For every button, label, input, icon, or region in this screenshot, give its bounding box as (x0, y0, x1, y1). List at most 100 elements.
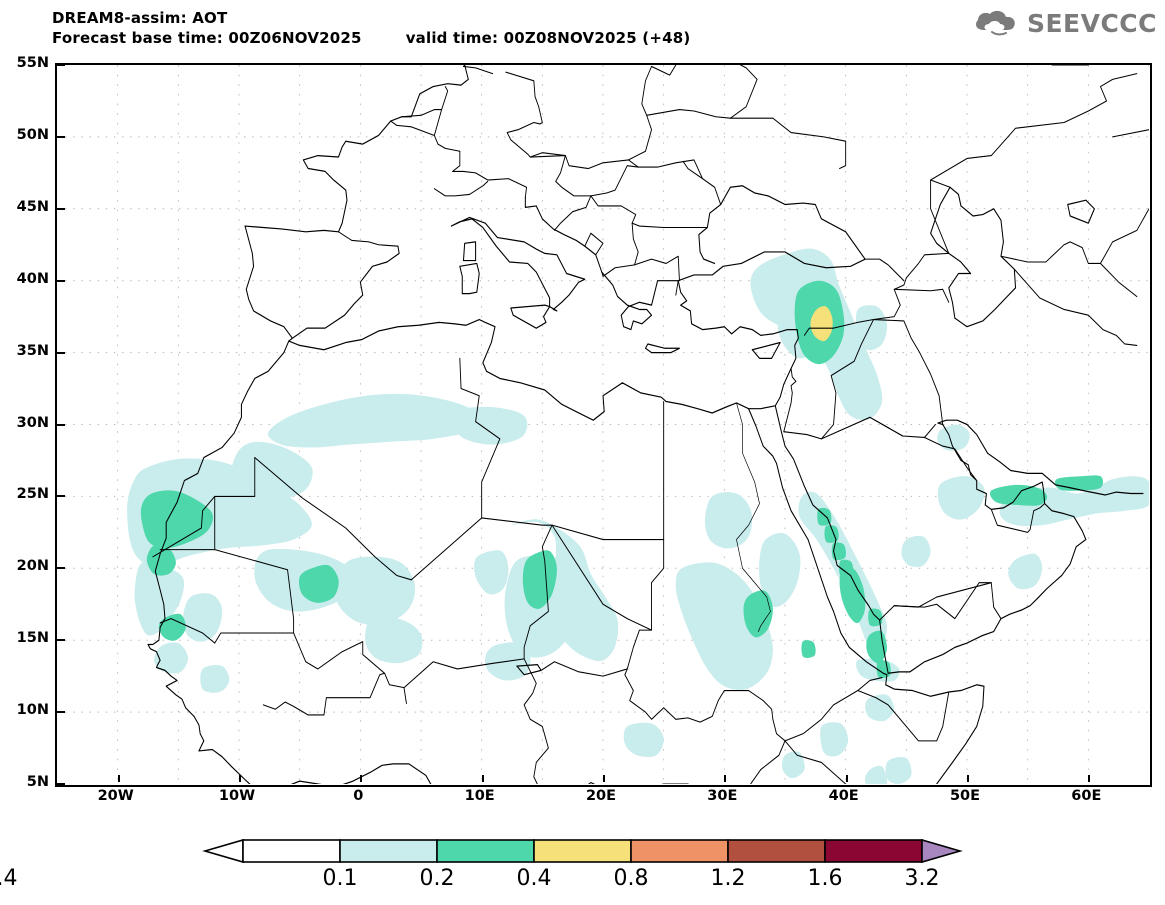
national-border (587, 539, 786, 784)
aot-light-oman-s (1008, 553, 1043, 590)
aot-teal-west-sahara (140, 490, 213, 549)
longitude-label: 20E (585, 788, 617, 804)
national-border (729, 117, 847, 170)
aot-light-egypt-s (704, 492, 753, 549)
national-border (584, 232, 604, 256)
aot-teal-sudan (743, 590, 773, 638)
latitude-label: 35N (16, 342, 49, 359)
national-border (463, 65, 494, 75)
national-border (924, 436, 978, 482)
longitude-label: 40E (828, 788, 859, 804)
national-border (873, 318, 944, 426)
aot-light-algeria-band (268, 393, 477, 448)
colorbar-swatches (202, 838, 963, 864)
nile-river (736, 402, 771, 632)
colorbar-segment (533, 839, 632, 863)
aot-light-djibouti (865, 694, 895, 722)
aot-light-mauritania-s (183, 593, 223, 642)
caspian-sea (930, 186, 1017, 328)
crete (644, 343, 680, 354)
aot-light-sudan (675, 562, 773, 690)
map-plot-area (55, 63, 1152, 787)
colorbar-over-tip (921, 838, 963, 864)
colorbar-tick-label: 3.2 (904, 866, 940, 891)
latitude-label: 45N (16, 198, 49, 215)
national-border (936, 582, 1002, 620)
national-border (864, 258, 905, 282)
colorbar-segment (436, 839, 535, 863)
national-border (682, 160, 703, 180)
longitude-label: 10W (218, 788, 256, 804)
seevccc-logo: SEEVCCC (972, 8, 1157, 38)
black-sea-coast (698, 185, 866, 265)
latitude-label: 50N (16, 126, 49, 143)
colorbar-under-tip (202, 838, 244, 864)
forecast-base-value: 00Z06NOV2025 (228, 29, 362, 47)
national-border (551, 524, 652, 631)
national-border (159, 549, 295, 644)
red-sea-west-coast (748, 408, 985, 784)
aot-light-senegal (134, 561, 185, 636)
latitude-label: 40N (16, 270, 49, 287)
aot-light-ethiopia (820, 722, 849, 757)
national-border (784, 677, 883, 742)
cyprus (751, 341, 781, 359)
national-border (254, 457, 412, 581)
turkey-coast (677, 251, 866, 336)
national-border (441, 86, 449, 111)
aot-light-senegal-s (154, 642, 189, 674)
colorbar-tick-label: 0.2 (419, 866, 455, 891)
national-border (1000, 241, 1138, 298)
national-border (893, 582, 992, 620)
aot-light-libya-nw (451, 406, 528, 445)
national-border (523, 658, 549, 784)
national-border (551, 524, 665, 541)
aot-light-arabia-c (937, 476, 985, 520)
valid-time-value: 00Z08NOV2025 (+48) (503, 29, 691, 47)
national-border (152, 457, 256, 558)
aot-teal-speck (831, 542, 846, 561)
sicily (510, 304, 551, 329)
colorbar-tick-label: 0.1 (322, 866, 358, 891)
national-border (893, 288, 950, 303)
national-border (540, 661, 628, 677)
colorbar-segment (727, 839, 826, 863)
valid-time-label: valid time: (405, 29, 499, 47)
aot-teal-nouakchott (146, 544, 176, 576)
colorbar-segment (242, 839, 341, 863)
longitude-label: 0 (353, 788, 364, 804)
aot-light-car (623, 722, 664, 758)
aot-teal-speck (801, 640, 816, 658)
national-border (463, 170, 528, 198)
national-border (783, 367, 797, 433)
colorbar-tick-label: 0.8 (613, 866, 649, 891)
aot-light-guinea (200, 665, 230, 693)
north-africa-med-coast (288, 318, 799, 421)
sardinia (459, 262, 480, 295)
aot-light-ogaden (864, 765, 888, 784)
national-border (820, 416, 936, 440)
aot-teal-mali (298, 564, 339, 603)
national-border (784, 740, 847, 784)
national-border (293, 632, 407, 705)
cloud-icon (975, 10, 1015, 36)
national-border (410, 357, 501, 581)
longitude-label: 50E (949, 788, 981, 804)
national-border (262, 672, 386, 716)
aot-teal-hormuz (1054, 475, 1104, 491)
aot-light-niger-e (474, 550, 509, 595)
west-africa-coast (147, 337, 432, 784)
aot-teal-chad (522, 550, 557, 609)
latitude-label: 25N (16, 486, 49, 503)
national-border (637, 159, 722, 206)
national-border (930, 73, 1138, 181)
national-border (873, 252, 950, 321)
aral-sea (1067, 199, 1095, 224)
longitude-label: 20W (97, 788, 134, 804)
national-border (857, 689, 950, 742)
national-border (554, 195, 592, 231)
colorbar-segment (824, 839, 923, 863)
map-canvas (57, 65, 1149, 784)
italy-coast (450, 216, 586, 312)
